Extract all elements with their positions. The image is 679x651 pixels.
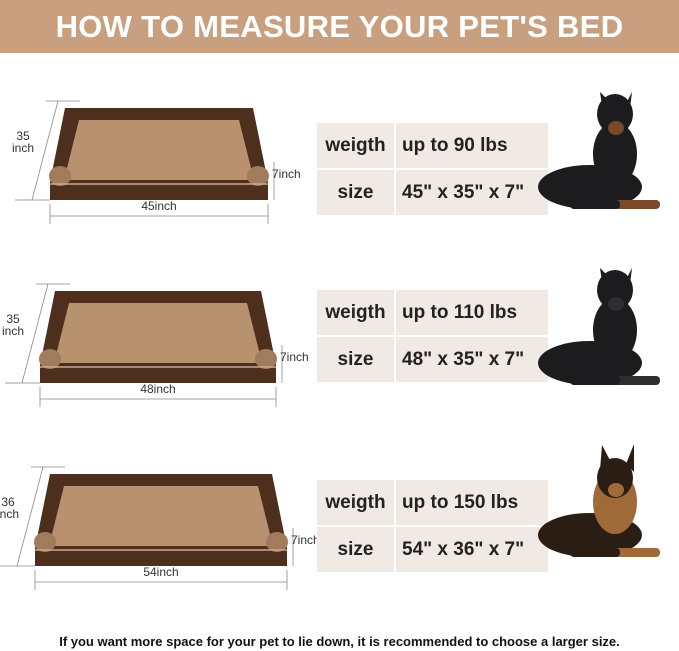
width-dimension: 54inch [121,566,201,578]
bed-cushion [64,120,254,180]
bolster-right [255,349,277,369]
depth-dim-line [31,100,59,201]
depth-dim-line [21,283,49,384]
width-dimension: 45inch [119,200,199,212]
great-dane-dog-image [538,268,660,385]
page-title: HOW TO MEASURE YOUR PET'S BED [55,8,624,44]
weight-value: up to 90 lbs [396,123,548,168]
bolster-right [266,532,288,552]
height-dimension: 7inch [291,533,320,547]
height-dimension: 7inch [272,167,301,181]
height-dimension: 7inch [280,350,309,364]
weight-label: weigth [317,123,394,168]
weight-value: up to 110 lbs [396,290,548,335]
depth-dim-line [16,466,44,567]
bolster-right [247,166,269,186]
size-value: 45" x 35" x 7" [396,170,548,215]
spec-table: weigth up to 90 lbs size 45" x 35" x 7" [317,123,548,215]
doberman-dog-image [538,92,660,209]
weight-label: weigth [317,480,394,525]
bed-cushion [54,303,262,363]
size-value: 54" x 36" x 7" [396,527,548,572]
size-value: 48" x 35" x 7" [396,337,548,382]
header-banner: HOW TO MEASURE YOUR PET'S BED [0,0,679,53]
depth-dimension: 35 inch [1,312,24,338]
bolster-left [39,349,61,369]
depth-dimension: 35 inch [11,129,34,155]
bed-illustration [5,283,283,407]
depth-dimension: 36 inch [0,495,19,521]
bed-cushion [49,486,273,546]
weight-label: weigth [317,290,394,335]
german-shepherd-dog-image [538,444,660,557]
spec-table: weigth up to 110 lbs size 48" x 35" x 7" [317,290,548,382]
bolster-left [34,532,56,552]
weight-value: up to 150 lbs [396,480,548,525]
footer-note: If you want more space for your pet to l… [59,634,620,649]
bed-illustration [0,466,294,590]
size-label: size [317,527,394,572]
bolster-left [49,166,71,186]
width-dimension: 48inch [118,383,198,395]
bed-illustration [15,100,275,224]
size-label: size [317,337,394,382]
spec-table: weigth up to 150 lbs size 54" x 36" x 7" [317,480,548,572]
size-label: size [317,170,394,215]
